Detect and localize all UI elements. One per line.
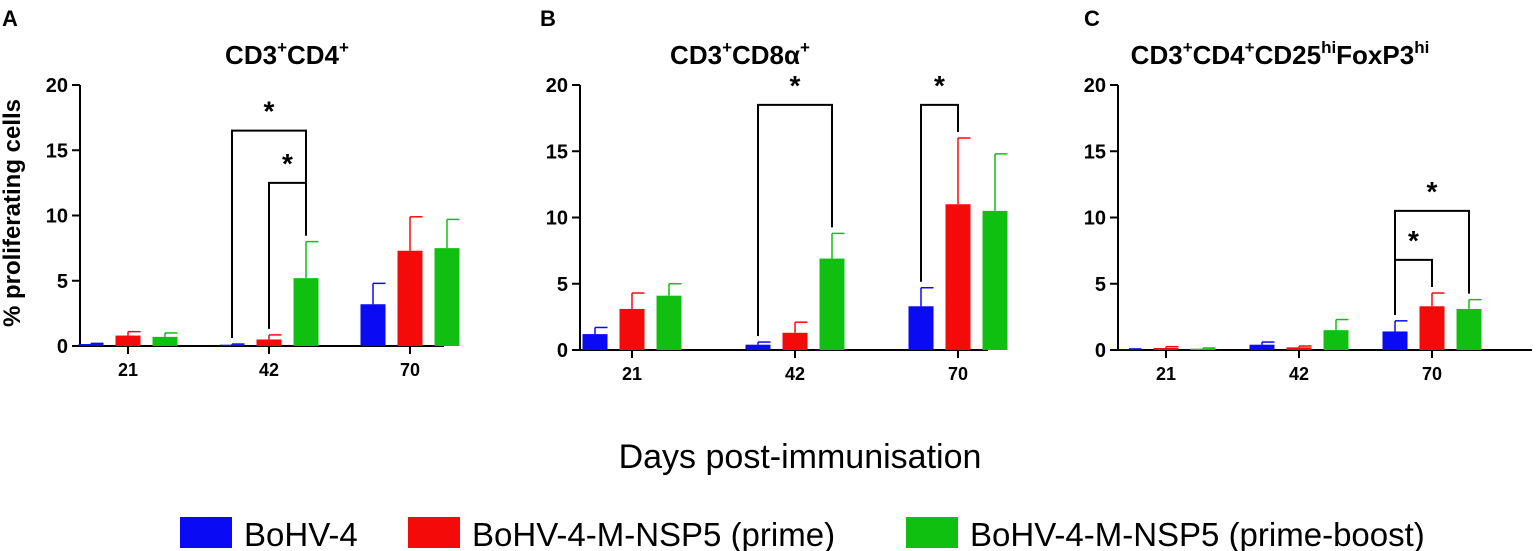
x-axis-label: Days post-immunisation (619, 438, 982, 476)
y-tick-label-5: 5 (57, 271, 68, 293)
bar-bohv-4-m-nsp5-prime-boost-day-70 (434, 248, 460, 346)
significance-bracket-c-1 (1394, 258, 1433, 315)
significance-star-a-1: * (282, 148, 293, 179)
title-superscript: + (800, 38, 810, 57)
bar-bohv-4-m-nsp5-prime-boost-day-42 (293, 278, 319, 346)
y-tick-label-10: 10 (546, 208, 568, 230)
panel-title-a: CD3+​CD4+​ (225, 38, 349, 70)
bar-bohv-4-m-nsp5-prime-day-21 (619, 308, 645, 350)
bar-bohv-4-m-nsp5-prime-day-70 (1419, 306, 1445, 350)
y-tick-label-0: 0 (1095, 340, 1106, 362)
x-tick-label-70: 70 (948, 364, 968, 384)
bar-bohv-4-m-nsp5-prime-boost-day-70 (982, 210, 1008, 350)
significance-star-c-1: * (1408, 225, 1419, 256)
bar-bohv-4-day-21 (78, 344, 104, 346)
legend: BoHV-4 BoHV-4-M-NSP5 (prime) BoHV-4-M-NS… (180, 516, 1425, 551)
bar-bohv-4-m-nsp5-prime-boost-day-21 (1190, 348, 1216, 350)
title-superscript: hi (1414, 38, 1429, 57)
title-part: CD3 (1131, 40, 1183, 70)
title-part: CD4 (287, 40, 340, 70)
legend-label-prime: BoHV-4-M-NSP5 (prime) (472, 516, 835, 551)
significance-bracket-b-0 (757, 103, 833, 337)
bar-bohv-4-m-nsp5-prime-day-21 (1153, 348, 1179, 350)
title-part: CD3 (225, 40, 277, 70)
bar-bohv-4-m-nsp5-prime-boost-day-21 (656, 295, 682, 350)
significance-star-a-0: * (264, 96, 275, 127)
bar-bohv-4-m-nsp5-prime-boost-day-42 (819, 258, 845, 350)
significance-bracket-a-1 (268, 181, 307, 329)
title-part: CD4 (1193, 40, 1246, 70)
x-tick-label-21: 21 (622, 364, 642, 384)
title-superscript: + (1245, 38, 1255, 57)
bar-bohv-4-day-70 (908, 306, 934, 350)
significance-star-c-0: * (1427, 176, 1438, 207)
panel-letter-b: B (540, 6, 556, 31)
x-tick-label-42: 42 (259, 360, 279, 380)
panel-c: C CD3+​CD4+​CD25hi​FoxP3hi​ 0 5 10 15 20 21 42 70… (1084, 6, 1532, 384)
legend-label-bohv4: BoHV-4 (244, 516, 358, 551)
y-axis-label: % proliferating cells (0, 99, 26, 327)
legend-swatch-prime (408, 517, 460, 548)
y-tick-label-0: 0 (557, 340, 568, 362)
panel-title-b: CD3+​CD8α+​ (670, 38, 810, 70)
x-tick-label-21: 21 (1156, 364, 1176, 384)
title-part: CD3 (670, 40, 722, 70)
significance-star-b-1: * (934, 70, 945, 101)
y-tick-label-20: 20 (46, 75, 68, 97)
panel-b: B CD3+​CD8α+​ 0 5 10 15 20 21 42 70 * * (540, 6, 1008, 384)
bar-bohv-4-m-nsp5-prime-day-42 (256, 339, 282, 346)
bar-bohv-4-day-21 (582, 334, 608, 350)
bar-bohv-4-m-nsp5-prime-boost-day-21 (152, 336, 178, 346)
legend-label-prime-boost: BoHV-4-M-NSP5 (prime-boost) (970, 516, 1425, 551)
bar-bohv-4-m-nsp5-prime-day-70 (397, 250, 423, 346)
y-tick-label-20: 20 (1084, 75, 1106, 97)
bar-bohv-4-m-nsp5-prime-boost-day-70 (1456, 308, 1482, 350)
bar-bohv-4-m-nsp5-prime-day-21 (115, 335, 141, 346)
title-part: CD25 (1255, 40, 1321, 70)
bar-bohv-4-m-nsp5-prime-day-42 (1286, 347, 1312, 350)
x-tick-label-42: 42 (785, 364, 805, 384)
x-tick-label-70: 70 (400, 360, 420, 380)
x-tick-label-21: 21 (118, 360, 138, 380)
y-tick-label-5: 5 (557, 274, 568, 296)
bar-bohv-4-day-70 (1382, 331, 1408, 350)
x-tick-label-70: 70 (1422, 364, 1442, 384)
bar-bohv-4-day-42 (219, 344, 245, 346)
y-tick-label-20: 20 (546, 75, 568, 97)
panels: ACD3+​CD4+​05101520214270**BCD3+​CD8α+​0… (2, 6, 1532, 384)
y-tick-label-15: 15 (1084, 141, 1106, 163)
title-part: CD8α (732, 40, 800, 70)
panel-letter-c: C (1084, 6, 1100, 31)
title-superscript: + (339, 38, 349, 57)
bar-bohv-4-m-nsp5-prime-boost-day-42 (1323, 330, 1349, 350)
x-tick-label-42: 42 (1289, 364, 1309, 384)
y-tick-label-0: 0 (57, 336, 68, 358)
bar-bohv-4-day-42 (1249, 344, 1275, 350)
title-part: FoxP3 (1336, 40, 1414, 70)
panel-letter-a: A (2, 6, 18, 31)
legend-swatch-prime-boost (906, 517, 958, 548)
bar-bohv-4-day-70 (360, 304, 386, 346)
y-tick-label-10: 10 (46, 206, 68, 228)
title-superscript: + (277, 38, 287, 57)
title-superscript: hi (1321, 38, 1336, 57)
panel-title-c: CD3+​CD4+​CD25hi​FoxP3hi​ (1131, 38, 1430, 70)
panel-a: A CD3+​CD4+​ 0 5 10 15 20 21 42 70 ** (2, 6, 460, 380)
title-superscript: + (1183, 38, 1193, 57)
significance-star-b-0: * (790, 70, 801, 101)
bar-bohv-4-m-nsp5-prime-day-42 (782, 332, 808, 350)
y-tick-label-15: 15 (46, 140, 68, 162)
y-tick-label-5: 5 (1095, 274, 1106, 296)
legend-swatch-bohv4 (180, 517, 232, 548)
y-tick-label-10: 10 (1084, 208, 1106, 230)
title-superscript: + (722, 38, 732, 57)
bar-bohv-4-day-42 (745, 344, 771, 350)
bar-bohv-4-m-nsp5-prime-day-70 (945, 204, 971, 350)
significance-bracket-b-1 (920, 103, 959, 282)
y-tick-label-15: 15 (546, 141, 568, 163)
